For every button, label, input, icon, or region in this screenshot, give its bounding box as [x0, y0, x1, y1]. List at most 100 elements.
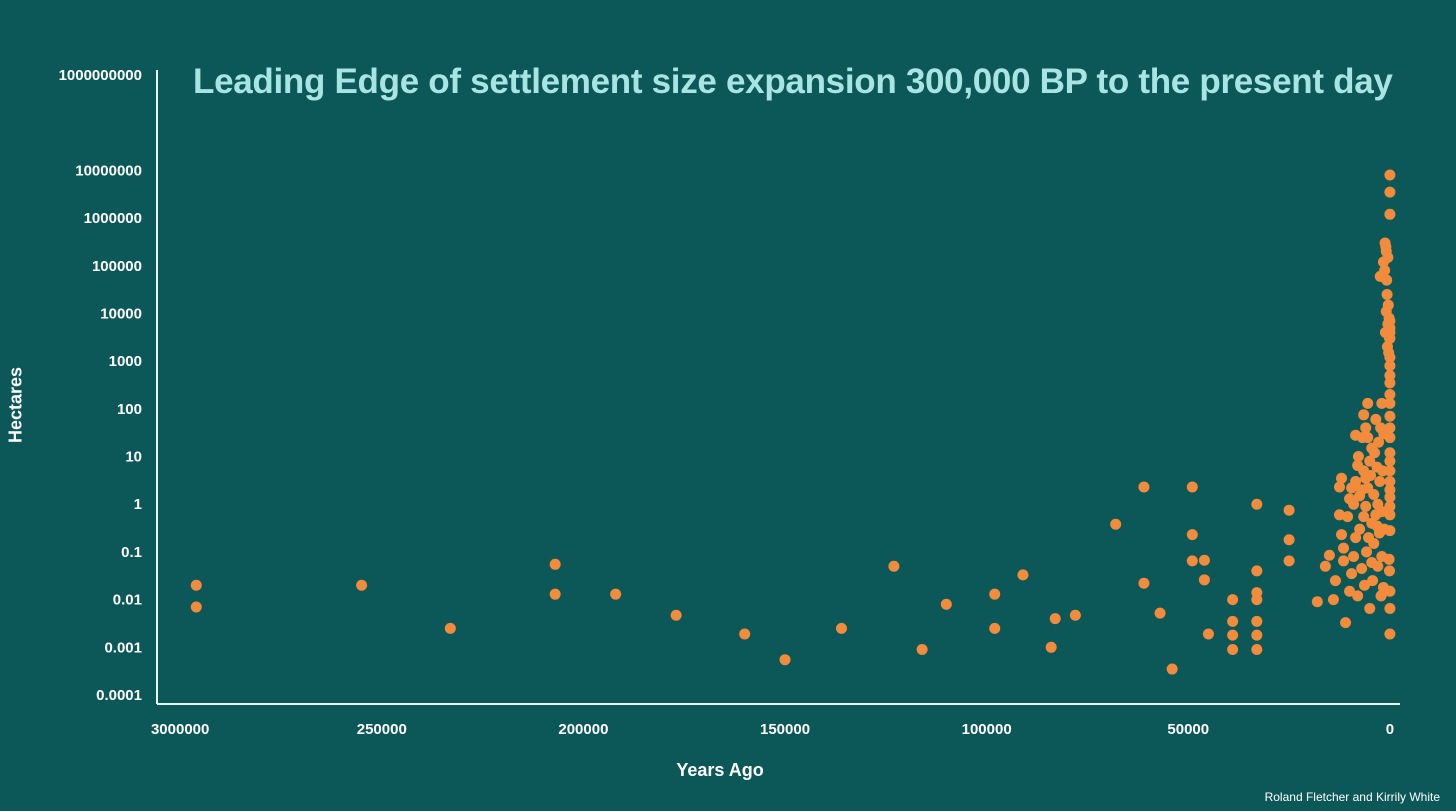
data-point — [1360, 500, 1372, 512]
data-point — [1350, 532, 1362, 544]
data-point — [1336, 529, 1348, 541]
data-point — [1344, 585, 1356, 597]
data-point — [1227, 629, 1239, 641]
data-point — [1045, 641, 1057, 653]
y-tick-label: 0.0001 — [96, 687, 142, 704]
data-point — [1361, 546, 1373, 558]
data-point — [1384, 509, 1396, 521]
y-tick-label: 1000 — [109, 353, 142, 370]
data-point — [1384, 628, 1396, 640]
y-tick-label: 0.01 — [113, 592, 142, 609]
data-point — [1364, 603, 1376, 615]
data-point — [1198, 554, 1210, 566]
data-point — [1370, 413, 1382, 425]
data-point — [1381, 288, 1393, 300]
data-point — [1358, 409, 1370, 421]
data-point — [1383, 553, 1395, 565]
data-point — [190, 579, 202, 591]
y-tick-label: 100 — [117, 401, 142, 418]
data-point — [1017, 569, 1029, 581]
data-point — [1384, 455, 1396, 467]
x-axis-label: Years Ago — [676, 760, 764, 780]
y-tick-label: 10000 — [100, 305, 142, 322]
data-point — [356, 579, 368, 591]
data-point — [779, 654, 791, 666]
x-tick-label: 0 — [1386, 721, 1394, 738]
data-point — [549, 588, 561, 600]
y-tick-label: 1000000000 — [59, 67, 142, 84]
data-point — [1384, 332, 1396, 344]
data-point — [1251, 594, 1263, 606]
data-point — [1362, 432, 1374, 444]
data-point — [835, 622, 847, 634]
data-point — [1358, 579, 1370, 591]
data-point — [1373, 436, 1385, 448]
data-point — [1283, 504, 1295, 516]
data-point — [610, 588, 622, 600]
data-point — [1379, 264, 1391, 276]
data-point — [444, 622, 456, 634]
data-point — [1384, 410, 1396, 422]
data-point — [1186, 555, 1198, 567]
data-point — [1340, 617, 1352, 629]
data-point — [190, 601, 202, 613]
data-point — [670, 609, 682, 621]
data-point — [1329, 575, 1341, 587]
data-point — [1384, 500, 1396, 512]
data-point — [1227, 643, 1239, 655]
data-point — [1364, 455, 1376, 467]
data-point — [1338, 555, 1350, 567]
data-point — [1069, 609, 1081, 621]
data-point — [1365, 470, 1377, 482]
data-point — [1369, 447, 1381, 459]
data-point — [1110, 518, 1122, 530]
data-point — [1384, 585, 1396, 597]
data-point — [1346, 568, 1358, 580]
data-point — [1376, 397, 1388, 409]
data-point — [989, 622, 1001, 634]
data-point — [1384, 447, 1396, 459]
data-point — [1381, 274, 1393, 286]
data-point — [1049, 613, 1061, 625]
data-point — [1367, 575, 1379, 587]
data-point — [1384, 475, 1396, 487]
data-point — [1384, 377, 1396, 389]
data-point — [1154, 607, 1166, 619]
data-point — [1384, 432, 1396, 444]
x-tick-label: 150000 — [760, 721, 810, 738]
data-point — [1342, 511, 1354, 523]
x-tick-label: 50000 — [1167, 721, 1209, 738]
data-point — [1352, 590, 1364, 602]
y-tick-label: 100000 — [92, 258, 142, 275]
data-point — [916, 643, 928, 655]
x-tick-label: 100000 — [962, 721, 1012, 738]
credit-text: Roland Fletcher and Kirrily White — [1264, 790, 1440, 804]
data-point — [1374, 475, 1386, 487]
data-point — [1368, 488, 1380, 500]
y-tick-label: 10000000 — [75, 162, 142, 179]
data-point — [1383, 565, 1395, 577]
data-point — [1251, 565, 1263, 577]
data-point — [1384, 208, 1396, 220]
data-point — [1202, 628, 1214, 640]
data-point — [1384, 169, 1396, 181]
x-tick-label: 3000000 — [151, 721, 209, 738]
data-point — [888, 560, 900, 572]
y-tick-label: 0.001 — [104, 639, 142, 656]
data-point — [1251, 629, 1263, 641]
data-point — [1138, 481, 1150, 493]
data-point — [1251, 615, 1263, 627]
data-point — [1384, 465, 1396, 477]
data-point — [1384, 360, 1396, 372]
data-point — [1350, 475, 1362, 487]
data-point — [1227, 615, 1239, 627]
data-point — [989, 588, 1001, 600]
data-point — [1348, 498, 1360, 510]
data-point — [549, 558, 561, 570]
data-point — [1382, 299, 1394, 311]
data-point — [1384, 388, 1396, 400]
data-point — [1311, 596, 1323, 608]
data-point — [1323, 549, 1335, 561]
data-point — [1384, 351, 1396, 363]
